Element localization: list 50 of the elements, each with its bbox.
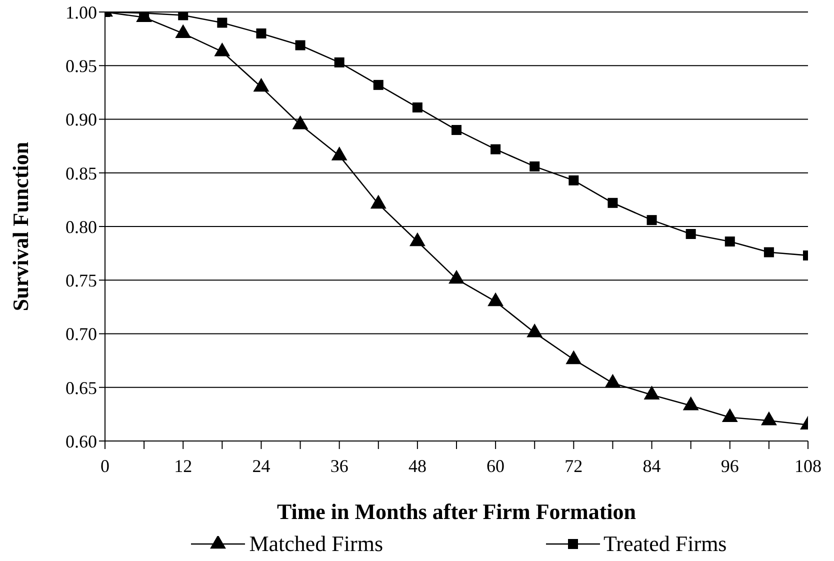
point	[217, 18, 228, 28]
y-tick-label: 0.70	[66, 324, 97, 344]
point	[646, 215, 657, 226]
legend-label: Treated Firms	[604, 531, 727, 557]
y-axis-title: Survival Function	[8, 142, 33, 312]
y-tick-label: 0.90	[66, 110, 97, 130]
point	[256, 28, 266, 38]
point	[409, 232, 426, 246]
point	[334, 57, 344, 68]
x-tick-label: 84	[642, 456, 661, 476]
x-tick-label: 0	[100, 456, 110, 476]
point	[566, 350, 582, 364]
point	[373, 80, 384, 90]
x-tick-label: 108	[794, 456, 822, 476]
x-tick-label: 60	[486, 456, 505, 476]
point	[644, 386, 660, 400]
point	[764, 247, 774, 258]
y-tick-label: 0.60	[66, 431, 97, 452]
x-tick-label: 72	[564, 456, 583, 476]
point	[488, 292, 504, 306]
point	[412, 102, 422, 112]
point	[608, 198, 618, 208]
point	[686, 229, 696, 240]
y-tick-label: 0.65	[66, 378, 97, 398]
point	[295, 40, 306, 50]
y-tick-label: 0.85	[66, 163, 97, 184]
point	[724, 236, 735, 247]
point	[530, 161, 540, 172]
point	[526, 323, 543, 338]
point	[452, 124, 462, 135]
point	[722, 408, 738, 422]
point	[370, 194, 386, 209]
point	[682, 396, 699, 410]
y-tick-label: 1.00	[66, 2, 97, 22]
point	[178, 12, 188, 20]
x-axis-title: Time in Months after Firm Formation	[276, 499, 636, 524]
x-tick-label: 12	[174, 456, 192, 476]
x-tick-label: 96	[720, 456, 739, 476]
x-tick-label: 24	[252, 456, 270, 476]
x-tick-label: 48	[408, 456, 426, 476]
point	[448, 270, 464, 284]
x-tick-label: 36	[330, 456, 348, 476]
y-tick-label: 0.80	[66, 216, 97, 237]
legend-label: Matched Firms	[249, 531, 384, 557]
y-tick-label: 0.75	[66, 270, 97, 291]
y-tick-label: 0.95	[66, 56, 97, 76]
point	[490, 144, 501, 154]
point	[760, 411, 777, 426]
point	[604, 374, 621, 388]
point	[568, 175, 579, 186]
